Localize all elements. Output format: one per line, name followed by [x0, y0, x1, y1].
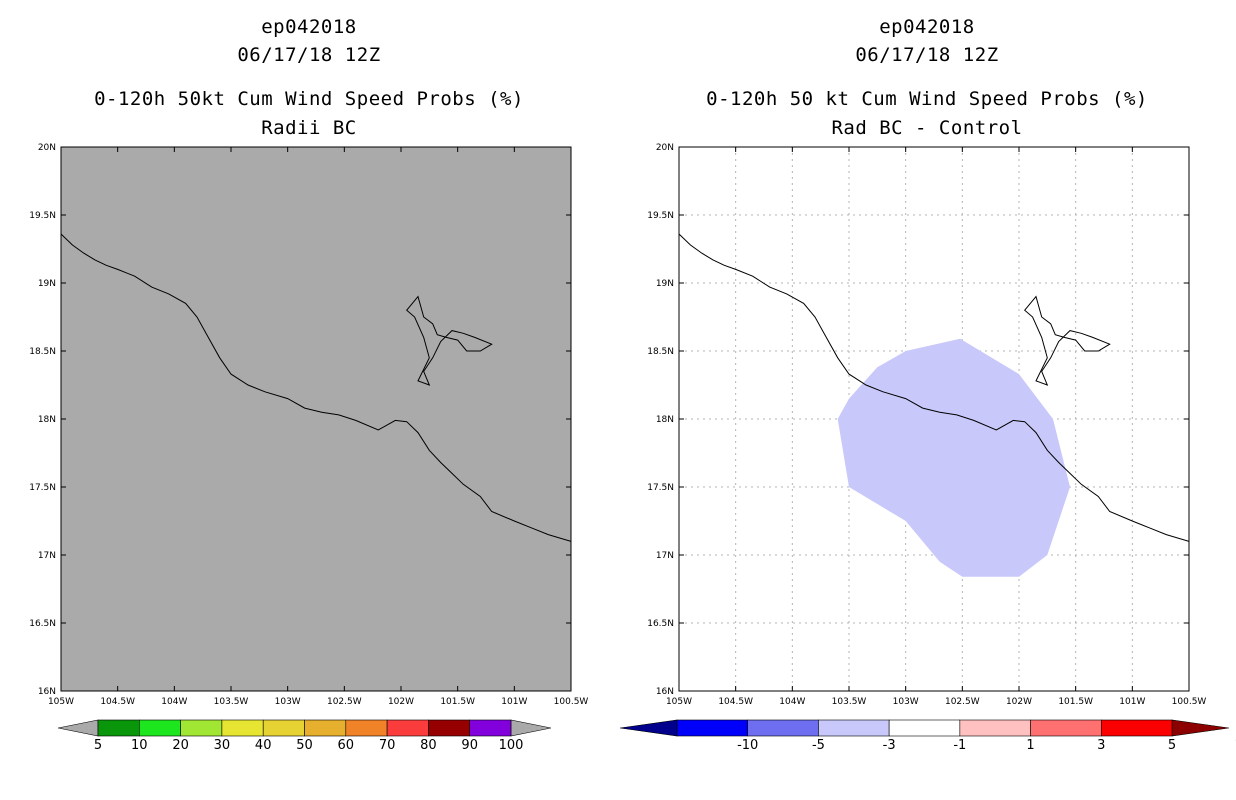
- y-tick-label: 16.5N: [647, 619, 674, 629]
- colorbar-box: [386, 719, 429, 737]
- colorbar-box: [469, 719, 512, 737]
- left-map: 105W 104.5W 104W 103.5W 103W 102.5W 102W 101.5W…: [29, 143, 589, 753]
- x-tick-label: 104.5W: [100, 697, 135, 707]
- colorbar-box: [676, 719, 749, 737]
- x-tick-label: 104W: [161, 697, 187, 707]
- x-tick-label: 102.5W: [327, 697, 362, 707]
- y-tick-label: 16.5N: [29, 619, 56, 629]
- y-tick-label: 18.5N: [29, 347, 56, 357]
- left-panel: ep042018 06/17/18 12Z 0-120h 50kt Cum Wi…: [29, 16, 589, 753]
- y-tick-label: 19.5N: [647, 211, 674, 221]
- right-title-line-3: 0-120h 50 kt Cum Wind Speed Probs (%): [706, 88, 1148, 110]
- coastline: [60, 233, 572, 542]
- colorbar-label: 30: [214, 738, 231, 753]
- x-tick-label: 104.5W: [718, 697, 753, 707]
- coastline: [678, 233, 1190, 542]
- colorbar-box: [1100, 719, 1173, 737]
- left-title-line-2: 06/17/18 12Z: [237, 44, 381, 66]
- left-title-line-4: Radii BC: [261, 117, 357, 139]
- colorbar-label: 3: [1097, 738, 1105, 753]
- y-tick-label: 17N: [656, 551, 674, 561]
- colorbar-high-triangle: [510, 719, 552, 737]
- colorbar-high-triangle: [1171, 719, 1230, 737]
- right-title-line-4: Rad BC - Control: [831, 117, 1023, 139]
- y-tick-label: 20N: [38, 143, 56, 153]
- colorbar-low-triangle: [619, 719, 678, 737]
- y-tick-label: 18N: [38, 415, 56, 425]
- y-tick-label: 19N: [38, 279, 56, 289]
- lake-outline: [1024, 295, 1111, 386]
- colorbar-box: [221, 719, 264, 737]
- y-tick-label: 17.5N: [29, 483, 56, 493]
- y-tick-label: 17N: [38, 551, 56, 561]
- x-tick-label: 103.5W: [214, 697, 249, 707]
- x-tick-label: 104W: [779, 697, 805, 707]
- plot-area: [61, 147, 571, 691]
- colorbar-label: 70: [379, 738, 396, 753]
- colorbar-box: [304, 719, 347, 737]
- colorbar-label: -3: [883, 738, 896, 753]
- y-tick-label: 16N: [38, 687, 56, 697]
- x-tick-label: 102W: [1006, 697, 1032, 707]
- y-tick-label: 20N: [656, 143, 674, 153]
- x-tick-label: 103W: [275, 697, 301, 707]
- colorbar-label: 40: [255, 738, 272, 753]
- y-tick-label: 19N: [656, 279, 674, 289]
- colorbar-low-triangle: [57, 719, 99, 737]
- colorbar-box: [139, 719, 181, 737]
- x-tick-label: 101.5W: [1058, 697, 1093, 707]
- x-tick-label: 100.5W: [1172, 697, 1207, 707]
- x-tick-label: 101W: [501, 697, 527, 707]
- right-panel: ep042018 06/17/18 12Z 0-120h 50 kt Cum W…: [618, 0, 1236, 800]
- colorbar-box: [959, 719, 1031, 737]
- right-title-line-1: ep042018: [879, 16, 975, 38]
- colorbar-label: -5: [812, 738, 825, 753]
- x-tick-label: 101W: [1119, 697, 1145, 707]
- x-tick-label: 105W: [48, 697, 74, 707]
- colorbar-box: [888, 719, 961, 737]
- colorbar-label: 5: [1168, 738, 1176, 753]
- x-tick-label: 105W: [666, 697, 692, 707]
- colorbar-box: [180, 719, 223, 737]
- colorbar-label: 50: [296, 738, 313, 753]
- colorbar-label: 90: [461, 738, 478, 753]
- colorbar-label: -10: [737, 738, 758, 753]
- colorbar-label: 1: [1026, 738, 1034, 753]
- colorbar-label: 80: [420, 738, 437, 753]
- y-tick-label: 17.5N: [647, 483, 674, 493]
- right-map: 105W 104.5W 104W 103.5W 103W 102.5W 102W 101.5W…: [619, 143, 1236, 753]
- colorbar-box: [747, 719, 819, 737]
- colorbar-box: [345, 719, 388, 737]
- y-tick-label: 18.5N: [647, 347, 674, 357]
- x-tick-label: 100.5W: [554, 697, 589, 707]
- x-tick-label: 102W: [388, 697, 414, 707]
- x-tick-label: 103W: [893, 697, 919, 707]
- colorbar-label: 10: [1234, 738, 1236, 753]
- x-tick-label: 103.5W: [832, 697, 867, 707]
- colorbar-label: 100: [499, 738, 524, 753]
- right-title-line-2: 06/17/18 12Z: [855, 44, 999, 66]
- lake-outline: [406, 295, 493, 386]
- y-tick-label: 18N: [656, 415, 674, 425]
- colorbar-label: 60: [338, 738, 355, 753]
- colorbar-label: -1: [953, 738, 966, 753]
- colorbar-box: [97, 719, 140, 737]
- y-tick-label: 16N: [656, 687, 674, 697]
- colorbar-box: [262, 719, 305, 737]
- x-tick-label: 101.5W: [440, 697, 475, 707]
- colorbar-box: [818, 719, 890, 737]
- x-tick-label: 102.5W: [945, 697, 980, 707]
- colorbar-label: 20: [172, 738, 189, 753]
- left-title-line-1: ep042018: [261, 16, 357, 38]
- colorbar-box: [1030, 719, 1102, 737]
- colorbar-box: [428, 719, 470, 737]
- colorbar-label: 10: [131, 738, 148, 753]
- y-tick-label: 19.5N: [29, 211, 56, 221]
- colorbar-label: 5: [94, 738, 102, 753]
- shaded-region: [837, 338, 1070, 577]
- left-title-line-3: 0-120h 50kt Cum Wind Speed Probs (%): [94, 88, 524, 110]
